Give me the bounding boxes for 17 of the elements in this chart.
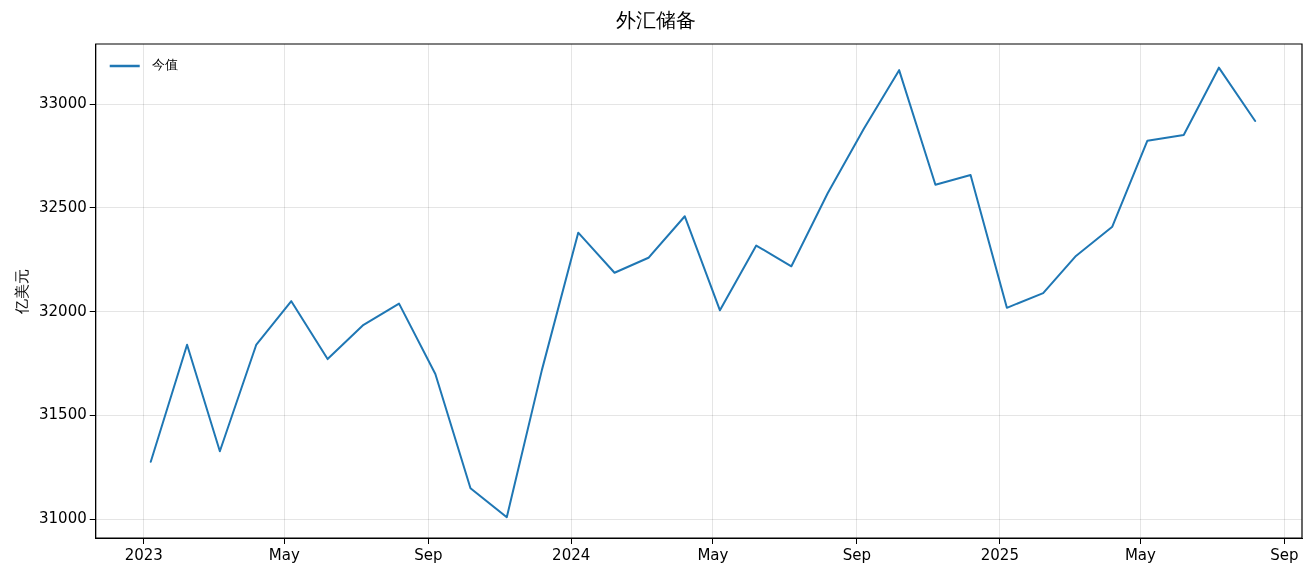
x-tick-label: Sep	[414, 545, 443, 564]
x-tick-label: 2024	[552, 545, 591, 564]
x-tick-label: May	[268, 545, 300, 564]
x-tick-label: May	[697, 545, 729, 564]
x-tick-label: Sep	[842, 545, 872, 564]
y-tick-label: 32500	[39, 197, 87, 216]
x-tick-label: Sep	[1270, 545, 1299, 564]
y-tick-label: 32000	[39, 301, 87, 320]
y-tick-label: 31500	[39, 405, 87, 424]
y-axis-title: 亿美元	[12, 268, 31, 315]
legend-label: 今值	[151, 57, 178, 73]
y-tick-label: 33000	[39, 94, 87, 113]
y-tick-label: 31000	[39, 509, 87, 528]
x-tick-label: 2023	[124, 545, 163, 564]
chart-title: 外汇储备	[616, 8, 696, 33]
x-tick-label: May	[1124, 545, 1157, 564]
x-tick-label: 2025	[980, 545, 1019, 564]
